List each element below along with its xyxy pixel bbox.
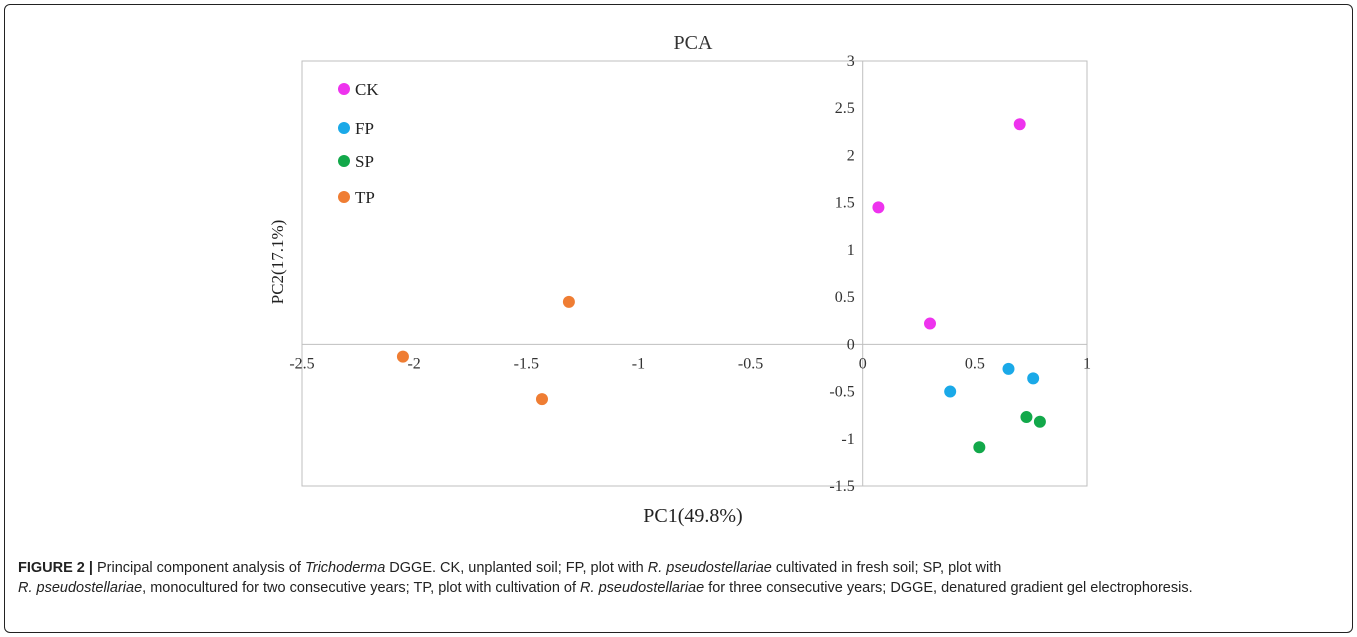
data-points xyxy=(396,118,1046,454)
legend: CK FP SP TP xyxy=(338,80,379,207)
y-tick-label: 2.5 xyxy=(835,100,855,117)
legend-label-tp: TP xyxy=(355,188,375,207)
x-tick-label: -1 xyxy=(632,355,645,372)
y-tick-label: 2 xyxy=(847,147,855,164)
y-tick-labels: 3 2.5 2 1.5 1 0.5 0 -0.5 -1 -1.5 xyxy=(829,53,854,495)
caption-species-1: R. pseudostellariae xyxy=(647,560,772,576)
legend-label-ck: CK xyxy=(355,80,379,99)
point-ck xyxy=(1013,118,1026,131)
point-ck xyxy=(924,317,936,330)
caption-text-3: cultivated in fresh soil; SP, plot with xyxy=(771,560,1002,576)
x-tick-label: 0.5 xyxy=(965,355,985,372)
y-axis-label: PC2(17.1%) xyxy=(268,220,287,305)
caption-species-2: R. pseudostellariae xyxy=(18,580,143,596)
pca-chart: PCA -2.5 -2 -1.5 -1 -0.5 0 0.5 1 32.521.510.50-… xyxy=(268,32,1091,527)
legend-marker-ck xyxy=(338,83,350,95)
legend-marker-sp xyxy=(338,155,350,167)
x-tick-label: 1 xyxy=(1083,355,1091,372)
y-tick-label: 1 xyxy=(847,242,855,259)
legend-label-fp: FP xyxy=(355,119,374,138)
point-tp xyxy=(562,295,575,308)
caption-genus: Trichoderma xyxy=(304,560,386,576)
point-fp xyxy=(944,385,957,398)
y-tick-label: -1.5 xyxy=(829,478,854,495)
point-sp xyxy=(973,441,986,454)
point-ck xyxy=(872,201,885,214)
point-sp xyxy=(1020,411,1033,424)
point-fp xyxy=(1002,362,1015,375)
legend-marker-tp xyxy=(338,191,350,203)
x-tick-label: -2 xyxy=(407,355,420,372)
legend-marker-fp xyxy=(338,122,350,134)
y-tick-label: -1 xyxy=(841,431,854,448)
y-tick-label: 1.5 xyxy=(835,195,855,212)
y-tick-label: -0.5 xyxy=(829,384,854,401)
caption-text-4: , monocultured for two consecutive years… xyxy=(142,580,581,596)
x-axis-label: PC1(49.8%) xyxy=(643,505,742,527)
y-tick-label: 0 xyxy=(847,336,855,353)
x-tick-labels: -2.5 -2 -1.5 -1 -0.5 0 0.5 1 xyxy=(289,355,1091,372)
plot-area xyxy=(301,60,1088,487)
chart-title: PCA xyxy=(674,32,713,54)
caption-species-3: R. pseudostellariae xyxy=(580,580,705,596)
caption-text-5: for three consecutive years; DGGE, denat… xyxy=(704,580,1193,596)
legend-label-sp: SP xyxy=(355,152,374,171)
caption-label: FIGURE 2 | xyxy=(18,560,93,576)
axes xyxy=(302,61,1087,486)
caption-text-2: DGGE. CK, unplanted soil; FP, plot with xyxy=(385,560,648,576)
x-tick-label: -2.5 xyxy=(289,355,314,372)
y-tick-label: 0.5 xyxy=(835,289,855,306)
point-sp xyxy=(1033,415,1046,428)
y-tick-label: 3 xyxy=(847,53,855,70)
point-tp xyxy=(396,350,409,363)
figure-caption: FIGURE 2 | Principal component analysis … xyxy=(18,558,1338,598)
x-tick-label: -0.5 xyxy=(738,355,763,372)
x-tick-label: 0 xyxy=(859,355,867,372)
point-fp xyxy=(1027,372,1040,385)
x-tick-label: -1.5 xyxy=(514,355,539,372)
caption-text-1: Principal component analysis of xyxy=(92,560,305,576)
point-tp xyxy=(535,393,548,406)
figure-frame xyxy=(4,4,1353,633)
